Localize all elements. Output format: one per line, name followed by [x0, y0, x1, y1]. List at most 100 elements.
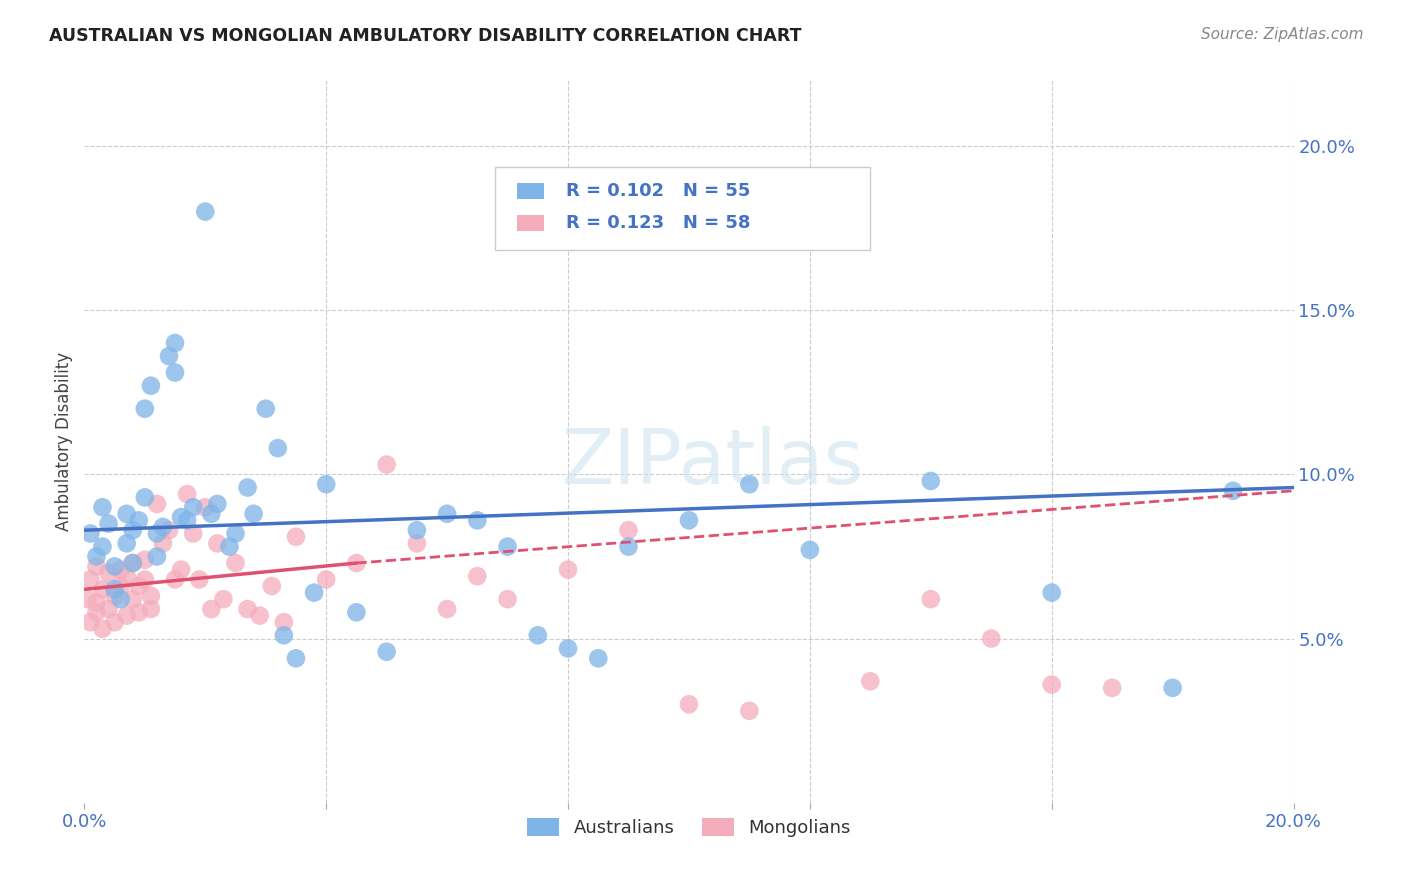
Point [467, 569, 489, 583]
Point [146, 526, 169, 541]
Point [527, 628, 550, 642]
Point [467, 513, 489, 527]
Point [110, 579, 132, 593]
Point [121, 592, 143, 607]
Point [285, 530, 308, 544]
Point [181, 500, 204, 515]
Point [134, 491, 156, 505]
Point [273, 628, 295, 642]
Point [980, 632, 1002, 646]
Text: AUSTRALIAN VS MONGOLIAN AMBULATORY DISABILITY CORRELATION CHART: AUSTRALIAN VS MONGOLIAN AMBULATORY DISAB… [49, 27, 801, 45]
Point [254, 401, 277, 416]
Point [212, 592, 235, 607]
Point [79, 615, 101, 630]
Point [236, 481, 259, 495]
Point [920, 474, 942, 488]
Point [170, 563, 193, 577]
Point [557, 563, 579, 577]
Point [496, 592, 519, 607]
Point [157, 349, 180, 363]
Point [128, 579, 150, 593]
Y-axis label: Ambulatory Disability: Ambulatory Disability [55, 352, 73, 531]
Point [188, 573, 211, 587]
FancyBboxPatch shape [517, 183, 544, 199]
Point [115, 569, 138, 583]
Point [557, 641, 579, 656]
Point [134, 401, 156, 416]
Point [738, 704, 761, 718]
Point [678, 513, 700, 527]
Point [207, 536, 229, 550]
Point [285, 651, 308, 665]
Point [1040, 585, 1063, 599]
Point [225, 526, 247, 541]
Point [139, 602, 162, 616]
Point [315, 573, 337, 587]
Point [1101, 681, 1123, 695]
Point [121, 523, 143, 537]
Point [146, 549, 169, 564]
Point [406, 523, 429, 537]
Point [346, 605, 368, 619]
FancyBboxPatch shape [495, 167, 870, 250]
Point [165, 366, 187, 380]
Legend: Australians, Mongolians: Australians, Mongolians [520, 811, 858, 845]
Point [738, 477, 761, 491]
Point [104, 559, 127, 574]
Point [97, 516, 120, 531]
Point [115, 507, 138, 521]
Point [315, 477, 337, 491]
Point [91, 582, 114, 597]
Text: R = 0.123   N = 58: R = 0.123 N = 58 [565, 214, 751, 232]
Point [375, 458, 398, 472]
Point [200, 602, 222, 616]
Point [86, 605, 108, 619]
Point [920, 592, 942, 607]
Point [249, 608, 271, 623]
Point [176, 513, 198, 527]
Point [165, 573, 187, 587]
Point [406, 536, 429, 550]
Point [104, 615, 127, 630]
Point [97, 566, 120, 580]
Point [104, 582, 127, 597]
Point [110, 563, 132, 577]
Point [176, 487, 198, 501]
Point [236, 602, 259, 616]
Point [128, 513, 150, 527]
Point [139, 378, 162, 392]
Point [302, 585, 325, 599]
FancyBboxPatch shape [517, 215, 544, 231]
Point [194, 500, 217, 515]
Point [152, 520, 174, 534]
Point [146, 497, 169, 511]
Point [121, 556, 143, 570]
Point [1222, 483, 1244, 498]
Point [165, 336, 187, 351]
Point [375, 645, 398, 659]
Point [91, 540, 114, 554]
Point [121, 556, 143, 570]
Point [97, 602, 120, 616]
Point [79, 573, 101, 587]
Point [267, 441, 290, 455]
Point [128, 605, 150, 619]
Point [588, 651, 610, 665]
Point [91, 622, 114, 636]
Point [115, 608, 138, 623]
Point [157, 523, 180, 537]
Point [86, 549, 108, 564]
Point [436, 507, 458, 521]
Point [260, 579, 283, 593]
Point [218, 540, 240, 554]
Point [799, 542, 821, 557]
Point [152, 536, 174, 550]
Point [86, 559, 108, 574]
Point [436, 602, 458, 616]
Point [91, 500, 114, 515]
Point [104, 589, 127, 603]
Point [1040, 677, 1063, 691]
Point [194, 204, 217, 219]
Point [139, 589, 162, 603]
Point [134, 553, 156, 567]
